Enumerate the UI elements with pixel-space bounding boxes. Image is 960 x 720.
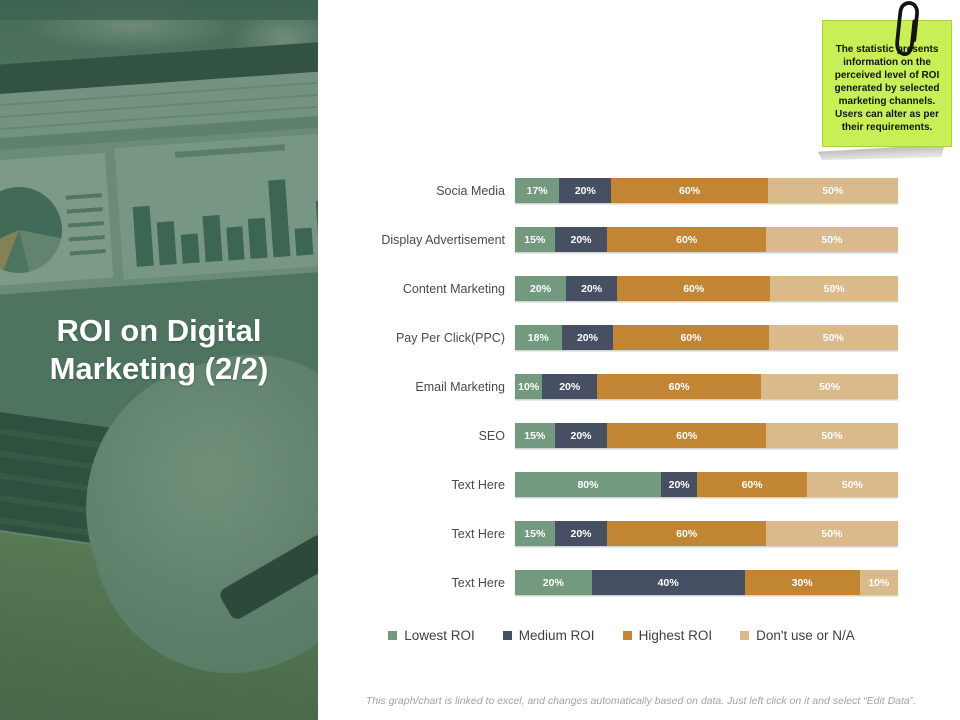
category-label: Pay Per Click(PPC) <box>395 330 505 345</box>
bar-segment[interactable]: 10% <box>859 570 898 595</box>
chart-row[interactable]: Pay Per Click(PPC) 18% 20% 60% 50% <box>345 325 898 350</box>
paperclip-icon <box>895 1 919 56</box>
category-label: Email Marketing <box>415 379 505 394</box>
bar-track: 15% 20% 60% 50% <box>515 227 898 252</box>
bar-segment[interactable]: 60% <box>611 178 768 203</box>
bar-segment[interactable]: 20% <box>554 521 608 546</box>
left-photo-panel: ROI on Digital Marketing (2/2) <box>0 0 318 720</box>
category-label: SEO <box>478 428 505 443</box>
bar-track: 10% 20% 60% 50% <box>515 374 898 399</box>
bar-segment[interactable]: 15% <box>515 521 555 546</box>
bar-track: 15% 20% 60% 50% <box>515 521 898 546</box>
bar-segment[interactable]: 50% <box>765 227 898 252</box>
legend-label: Don't use or N/A <box>756 628 855 643</box>
chart-row[interactable]: Socia Media 17% 20% 60% 50% <box>345 178 898 203</box>
legend-swatch-icon <box>502 631 512 640</box>
legend-label: Lowest ROI <box>404 628 475 643</box>
category-label: Socia Media <box>436 183 505 198</box>
category-label: Text Here <box>451 477 506 492</box>
bar-segment[interactable]: 20% <box>554 227 608 252</box>
bar-track: 15% 20% 60% 50% <box>515 423 898 448</box>
sticky-note-text: The statistic presents information on th… <box>834 44 940 133</box>
bar-segment[interactable]: 60% <box>607 423 766 448</box>
slide-title: ROI on Digital Marketing (2/2) <box>49 313 269 386</box>
bar-segment[interactable]: 20% <box>515 276 567 301</box>
bar-segment[interactable]: 50% <box>806 472 898 497</box>
legend-label: Medium ROI <box>518 628 595 643</box>
bar-segment[interactable]: 20% <box>542 374 598 399</box>
bar-segment[interactable]: 40% <box>591 570 745 595</box>
bar-segment[interactable]: 20% <box>515 570 592 595</box>
bar-segment[interactable]: 20% <box>554 423 608 448</box>
bar-segment[interactable]: 60% <box>613 325 769 350</box>
chart-legend: Lowest ROI Medium ROI Highest ROI Don't use… <box>345 628 898 643</box>
bar-segment[interactable]: 60% <box>617 276 771 301</box>
category-label: Display Advertisement <box>381 232 505 247</box>
chart-row[interactable]: Email Marketing 10% 20% 60% 50% <box>345 374 898 399</box>
bar-track: 20% 20% 60% 50% <box>515 276 898 301</box>
bar-segment[interactable]: 15% <box>515 227 555 252</box>
category-label: Text Here <box>451 575 506 590</box>
legend-swatch-icon <box>740 631 750 640</box>
bar-track: 20% 40% 30% 10% <box>515 570 898 595</box>
bar-track: 18% 20% 60% 50% <box>515 325 898 350</box>
legend-label: Highest ROI <box>638 628 713 643</box>
bar-segment[interactable]: 30% <box>744 570 860 595</box>
legend-item[interactable]: Lowest ROI <box>388 628 475 643</box>
bar-segment[interactable]: 20% <box>566 276 618 301</box>
legend-item[interactable]: Highest ROI <box>622 628 713 643</box>
bar-segment[interactable]: 50% <box>768 325 898 350</box>
bar-segment[interactable]: 60% <box>697 472 807 497</box>
bar-segment[interactable]: 50% <box>767 178 898 203</box>
chart-row[interactable]: Display Advertisement 15% 20% 60% 50% <box>345 227 898 252</box>
chart-row[interactable]: Text Here 15% 20% 60% 50% <box>345 521 898 546</box>
teal-overlay <box>0 0 318 720</box>
chart-row[interactable]: Text Here 20% 40% 30% 10% <box>345 570 898 595</box>
sticky-note[interactable]: The statistic presents information on th… <box>822 20 952 147</box>
chart-row[interactable]: Text Here 80% 20% 60% 50% <box>345 472 898 497</box>
chart-row[interactable]: Content Marketing 20% 20% 60% 50% <box>345 276 898 301</box>
bar-segment[interactable]: 60% <box>597 374 762 399</box>
bar-segment[interactable]: 10% <box>515 374 543 399</box>
bar-segment[interactable]: 50% <box>765 521 898 546</box>
bar-segment[interactable]: 17% <box>515 178 560 203</box>
shelf-decoration <box>0 0 318 20</box>
bar-segment[interactable]: 18% <box>515 325 562 350</box>
bar-segment[interactable]: 15% <box>515 423 555 448</box>
bar-segment[interactable]: 50% <box>765 423 898 448</box>
bar-segment[interactable]: 60% <box>607 227 766 252</box>
bar-segment[interactable]: 20% <box>559 178 612 203</box>
bar-segment[interactable]: 50% <box>770 276 898 301</box>
bar-segment[interactable]: 60% <box>607 521 766 546</box>
chart-row[interactable]: SEO 15% 20% 60% 50% <box>345 423 898 448</box>
bar-segment[interactable]: 20% <box>660 472 698 497</box>
legend-swatch-icon <box>388 631 398 640</box>
edit-data-footnote: This graph/chart is linked to excel, and… <box>365 695 917 707</box>
legend-swatch-icon <box>622 631 632 640</box>
roi-stacked-bar-chart[interactable]: Socia Media 17% 20% 60% 50% Display Advertise… <box>345 178 898 619</box>
bar-track: 17% 20% 60% 50% <box>515 178 898 203</box>
bar-segment[interactable]: 50% <box>761 374 898 399</box>
bar-segment[interactable]: 20% <box>561 325 614 350</box>
bar-track: 80% 20% 60% 50% <box>515 472 898 497</box>
sticky-note-shadow <box>818 144 945 163</box>
legend-item[interactable]: Medium ROI <box>502 628 595 643</box>
chart-rows: Socia Media 17% 20% 60% 50% Display Advertise… <box>345 178 898 595</box>
bar-segment[interactable]: 80% <box>515 472 661 497</box>
category-label: Content Marketing <box>402 281 505 296</box>
legend-item[interactable]: Don't use or N/A <box>740 628 855 643</box>
category-label: Text Here <box>451 526 506 541</box>
